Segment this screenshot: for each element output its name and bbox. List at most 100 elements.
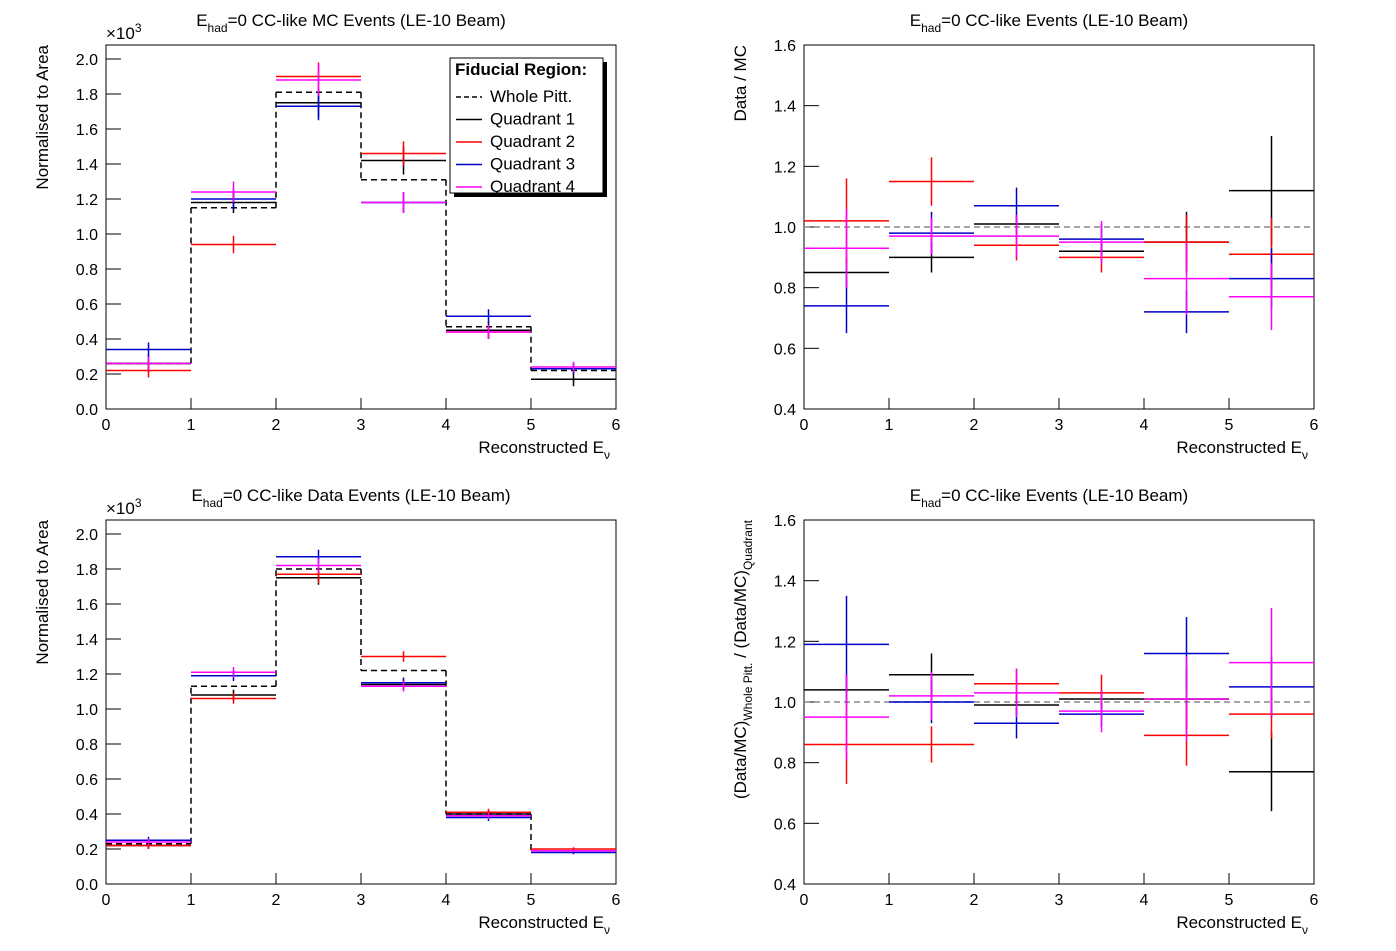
y-tick-label: 1.8 — [76, 562, 98, 579]
text-segment: ×10 — [106, 499, 135, 518]
x-tick-label: 1 — [885, 892, 894, 909]
y-tick-label: 1.4 — [774, 99, 796, 116]
x-tick-label: 4 — [1140, 417, 1149, 434]
x-tick-label: 6 — [612, 417, 621, 434]
y-tick-label: 1.6 — [76, 122, 98, 139]
text-segment: Normalised to Area — [33, 44, 52, 189]
text-segment: E — [196, 11, 207, 30]
x-tick-label: 6 — [1310, 892, 1319, 909]
x-tick-label: 5 — [527, 892, 536, 909]
text-segment: Reconstructed E — [478, 913, 604, 932]
text-segment: Reconstructed E — [478, 438, 604, 457]
y-tick-label: 0.4 — [76, 807, 98, 824]
legend-title: Fiducial Region: — [455, 60, 587, 79]
panel: Ehad=0 CC-like MC Events (LE-10 Beam) Rec… — [33, 11, 621, 462]
y-tick-label: 2.0 — [76, 52, 98, 69]
x-axis-label: Reconstructed Eν — [1176, 438, 1308, 462]
chart-title: Ehad=0 CC-like Events (LE-10 Beam) — [910, 11, 1188, 35]
y-tick-label: 1.2 — [76, 667, 98, 684]
panel: Ehad=0 CC-like Events (LE-10 Beam) Recons… — [731, 11, 1319, 462]
subscript: ν — [604, 923, 610, 937]
x-tick-label: 3 — [1055, 892, 1064, 909]
y-tick-label: 0.0 — [76, 877, 98, 894]
x-tick-label: 3 — [357, 892, 366, 909]
subscript: Whole Pitt. — [741, 663, 755, 721]
x-tick-label: 2 — [272, 892, 281, 909]
y-tick-label: 0.8 — [774, 756, 796, 773]
y-tick-label: 1.2 — [76, 192, 98, 209]
x-axis-label: Reconstructed Eν — [1176, 913, 1308, 937]
text-segment: / (Data/MC) — [731, 570, 750, 663]
y-tick-label: 1.0 — [76, 702, 98, 719]
x-tick-label: 6 — [1310, 417, 1319, 434]
x-tick-label: 0 — [800, 892, 809, 909]
chart-title: Ehad=0 CC-like Data Events (LE-10 Beam) — [191, 486, 510, 510]
y-axis-label: Normalised to Area — [33, 519, 52, 664]
y-tick-label: 0.0 — [76, 402, 98, 419]
subscript: had — [921, 21, 941, 35]
x-tick-label: 2 — [970, 892, 979, 909]
x-tick-label: 5 — [1225, 892, 1234, 909]
text-segment: =0 CC-like Data Events (LE-10 Beam) — [223, 486, 511, 505]
x-tick-label: 6 — [612, 892, 621, 909]
y-tick-label: 1.0 — [76, 227, 98, 244]
panel: Ehad=0 CC-like Data Events (LE-10 Beam) R… — [33, 486, 621, 937]
legend-box — [449, 57, 604, 194]
text-segment: ×10 — [106, 24, 135, 43]
y-tick-label: 0.8 — [774, 281, 796, 298]
x-tick-label: 2 — [272, 417, 281, 434]
axis-multiplier: ×103 — [106, 496, 142, 518]
y-tick-label: 1.4 — [76, 632, 98, 649]
y-tick-label: 2.0 — [76, 527, 98, 544]
y-tick-label: 0.4 — [774, 402, 796, 419]
y-tick-label: 1.6 — [774, 38, 796, 55]
x-tick-label: 0 — [102, 892, 111, 909]
y-tick-label: 0.4 — [774, 877, 796, 894]
subscript: ν — [1302, 448, 1308, 462]
y-axis-label: (Data/MC)Whole Pitt. / (Data/MC)Quadrant — [731, 519, 755, 799]
legend-label: Whole Pitt. — [490, 87, 572, 106]
text-segment: =0 CC-like Events (LE-10 Beam) — [941, 486, 1188, 505]
y-tick-label: 1.4 — [76, 157, 98, 174]
y-tick-label: 0.6 — [774, 816, 796, 833]
x-tick-label: 3 — [1055, 417, 1064, 434]
x-tick-label: 2 — [970, 417, 979, 434]
text-segment: E — [191, 486, 202, 505]
superscript: 3 — [135, 21, 142, 35]
subscript: had — [203, 496, 223, 510]
x-axis-label: Reconstructed Eν — [478, 438, 610, 462]
y-tick-label: 0.6 — [76, 297, 98, 314]
y-tick-label: 1.0 — [774, 695, 796, 712]
x-tick-label: 0 — [800, 417, 809, 434]
y-tick-label: 1.2 — [774, 634, 796, 651]
y-tick-label: 0.4 — [76, 332, 98, 349]
axis-multiplier: ×103 — [106, 21, 142, 43]
y-tick-label: 1.6 — [774, 513, 796, 530]
y-tick-label: 1.4 — [774, 574, 796, 591]
y-axis-label: Normalised to Area — [33, 44, 52, 189]
x-axis-label: Reconstructed Eν — [478, 913, 610, 937]
legend-label: Quadrant 1 — [490, 110, 575, 129]
y-tick-label: 0.6 — [774, 341, 796, 358]
x-tick-label: 1 — [885, 417, 894, 434]
subscript: had — [921, 496, 941, 510]
text-segment: E — [910, 11, 921, 30]
y-axis-label: Data / MC — [731, 45, 750, 122]
text-segment: Reconstructed E — [1176, 438, 1302, 457]
x-tick-label: 1 — [187, 892, 196, 909]
legend-label: Quadrant 4 — [490, 177, 575, 196]
y-tick-label: 1.2 — [774, 159, 796, 176]
text-segment: E — [910, 486, 921, 505]
text-segment: =0 CC-like Events (LE-10 Beam) — [941, 11, 1188, 30]
x-tick-label: 4 — [1140, 892, 1149, 909]
subscript: had — [208, 21, 228, 35]
legend-label: Quadrant 2 — [490, 132, 575, 151]
y-tick-label: 0.6 — [76, 772, 98, 789]
x-tick-label: 4 — [442, 417, 451, 434]
subscript: ν — [1302, 923, 1308, 937]
text-segment: =0 CC-like MC Events (LE-10 Beam) — [228, 11, 506, 30]
x-tick-label: 1 — [187, 417, 196, 434]
y-tick-label: 0.2 — [76, 367, 98, 384]
text-segment: Reconstructed E — [1176, 913, 1302, 932]
